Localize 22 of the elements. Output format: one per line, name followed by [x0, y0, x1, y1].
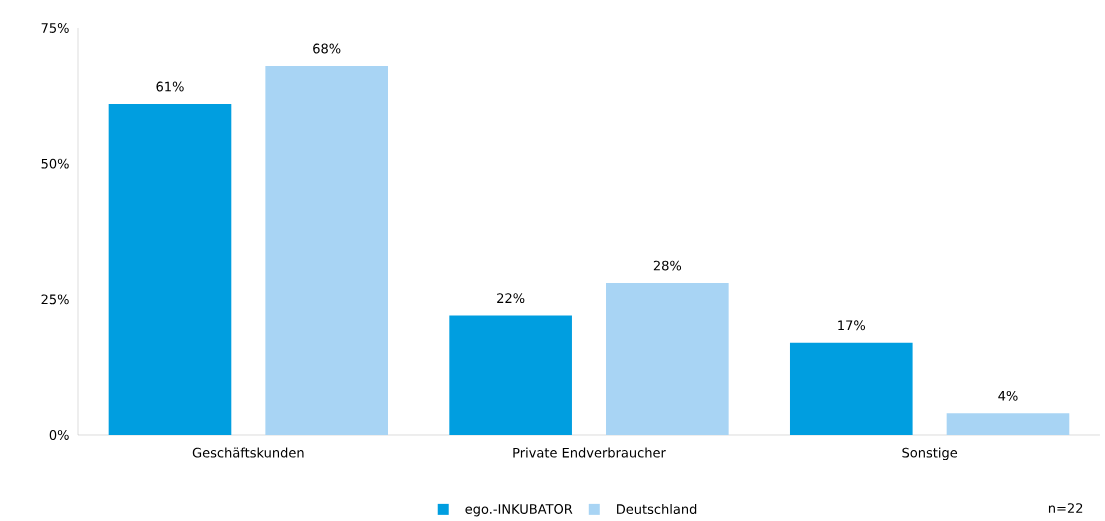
x-tick-label: Geschäftskunden	[192, 447, 304, 458]
data-label: 61%	[156, 81, 184, 92]
bar	[265, 65, 388, 435]
y-tick-label: 25%	[41, 294, 69, 305]
bar	[789, 342, 913, 435]
y-tick-label: 50%	[41, 158, 69, 169]
text: n=22	[1048, 503, 1083, 513]
legend-label: ego.-INKUBATOR	[465, 504, 573, 517]
x-tick-label: Sonstige	[902, 447, 958, 461]
y-tick-label: 0%	[49, 430, 69, 440]
y-tick-label: 75%	[41, 23, 69, 33]
data-label: 4%	[998, 390, 1018, 401]
data-label: 68%	[313, 43, 341, 54]
x-tick-label: Private Endverbraucher	[513, 447, 666, 458]
bar	[449, 315, 572, 435]
bar	[606, 283, 729, 435]
legend-label: Deutschland	[617, 503, 697, 515]
data-label: 28%	[653, 260, 682, 271]
data-label: 17%	[838, 320, 866, 331]
bar	[946, 413, 1070, 435]
bar	[108, 103, 232, 435]
data-label: 22%	[497, 293, 525, 304]
